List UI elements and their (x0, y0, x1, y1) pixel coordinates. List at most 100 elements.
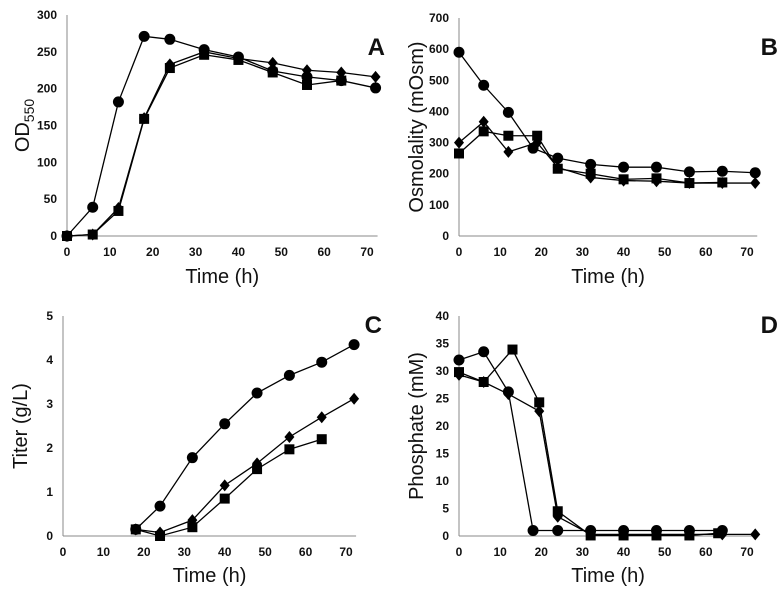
series-line-square (458, 348, 719, 537)
data-point-circle (112, 96, 124, 108)
data-point-square (336, 75, 347, 86)
y-tick-label: 25 (436, 392, 450, 406)
y-tick-label: 0 (50, 229, 57, 243)
y-tick-label: 400 (429, 104, 449, 118)
data-point-square (219, 493, 230, 504)
data-point-square (478, 126, 489, 137)
data-point-square (585, 168, 596, 179)
data-point-diamond (219, 479, 230, 492)
data-point-square (478, 377, 489, 387)
x-tick-label: 50 (275, 245, 289, 259)
panel-d: 0 10 20 30 40 50 60 70 0 5 10 15 20 25 30 35 40 Time (h) P… (406, 309, 778, 587)
x-tick-label: 10 (103, 245, 117, 259)
x-axis-title: Time (h) (571, 266, 645, 288)
series-line-diamond (135, 398, 355, 534)
data-point-circle (164, 33, 176, 45)
data-point-square (503, 130, 514, 141)
data-point-square (532, 130, 543, 141)
y-tick-label: 5 (442, 502, 449, 516)
x-tick-label: 30 (576, 545, 590, 559)
x-tick-label: 20 (535, 545, 549, 559)
y-tick-label: 4 (46, 353, 53, 367)
y-tick-label: 100 (429, 198, 449, 212)
data-point-diamond (336, 66, 347, 79)
x-tick-label: 50 (258, 545, 272, 559)
y-axis-title: Titer (g/L) (10, 383, 32, 469)
data-point-circle (283, 369, 295, 381)
x-tick-label: 0 (456, 245, 463, 259)
y-axis-title: OD550 (12, 99, 37, 153)
data-point-circle (618, 161, 630, 173)
data-point-circle (552, 525, 564, 536)
x-tick-label: 40 (218, 545, 232, 559)
y-tick-label: 40 (436, 309, 450, 323)
data-point-square (187, 522, 198, 533)
y-axis-title-main: OD (12, 122, 34, 152)
data-point-square (713, 528, 724, 539)
data-point-square (618, 530, 629, 541)
y-tick-label: 200 (37, 82, 57, 96)
x-tick-label: 0 (64, 245, 71, 259)
y-tick-label: 15 (436, 447, 450, 461)
y-axis-title-main: Titer (g/L) (10, 383, 32, 469)
x-axis-title: Time (h) (173, 565, 247, 587)
series-line-circle (66, 35, 376, 237)
y-tick-label: 50 (44, 192, 58, 206)
x-tick-label: 40 (617, 545, 631, 559)
x-tick-label: 60 (699, 545, 713, 559)
x-tick-label: 70 (740, 545, 754, 559)
x-tick-label: 60 (317, 245, 331, 259)
data-point-square (684, 178, 695, 189)
data-point-square (252, 464, 263, 475)
data-point-circle (650, 161, 662, 173)
series-line-square (458, 130, 723, 184)
data-point-square (233, 54, 244, 65)
series-line-circle (135, 344, 355, 530)
y-tick-label: 30 (436, 364, 450, 378)
x-axis-title: Time (h) (185, 266, 259, 288)
x-tick-label: 20 (137, 545, 151, 559)
series-line-circle (458, 350, 723, 532)
data-point-square (552, 163, 563, 174)
data-point-diamond (284, 431, 295, 443)
x-tick-label: 60 (699, 245, 713, 259)
data-point-square (454, 367, 464, 378)
data-point-circle (749, 167, 761, 179)
y-tick-label: 300 (429, 136, 449, 150)
x-tick-label: 50 (658, 545, 672, 559)
y-tick-label: 0 (442, 229, 449, 243)
x-tick-label: 10 (97, 545, 111, 559)
x-tick-label: 70 (339, 545, 353, 559)
data-point-circle (502, 106, 514, 118)
data-point-square (585, 530, 596, 541)
data-point-diamond (750, 177, 761, 190)
data-point-diamond (370, 70, 381, 83)
y-tick-label: 700 (429, 11, 449, 25)
data-point-circle (370, 82, 382, 94)
x-tick-label: 30 (178, 545, 192, 559)
data-point-square (164, 63, 175, 74)
data-point-square (113, 205, 124, 216)
panel-c: 0 10 20 30 40 50 60 70 0 1 2 3 4 5 Time (h) Titer (g/L)… (10, 309, 382, 587)
data-point-circle (138, 30, 150, 42)
x-tick-label: 70 (740, 245, 754, 259)
data-point-square (316, 434, 327, 445)
y-tick-label: 250 (37, 45, 57, 59)
data-point-square (139, 113, 150, 124)
data-point-square (684, 530, 695, 541)
y-axis-title-main: Osmolality (mOsm) (406, 41, 428, 212)
x-tick-label: 30 (576, 245, 590, 259)
x-tick-label: 20 (146, 245, 160, 259)
x-tick-label: 10 (493, 245, 507, 259)
data-point-square (534, 397, 545, 408)
x-tick-label: 10 (493, 545, 507, 559)
x-tick-label: 0 (60, 545, 67, 559)
x-tick-label: 0 (456, 545, 463, 559)
y-tick-label: 10 (436, 474, 450, 488)
data-point-square (507, 344, 518, 355)
data-point-diamond (750, 528, 761, 541)
panel-letter: A (368, 34, 385, 61)
data-point-circle (453, 354, 465, 366)
data-point-square (267, 67, 278, 78)
data-point-square (87, 229, 98, 240)
